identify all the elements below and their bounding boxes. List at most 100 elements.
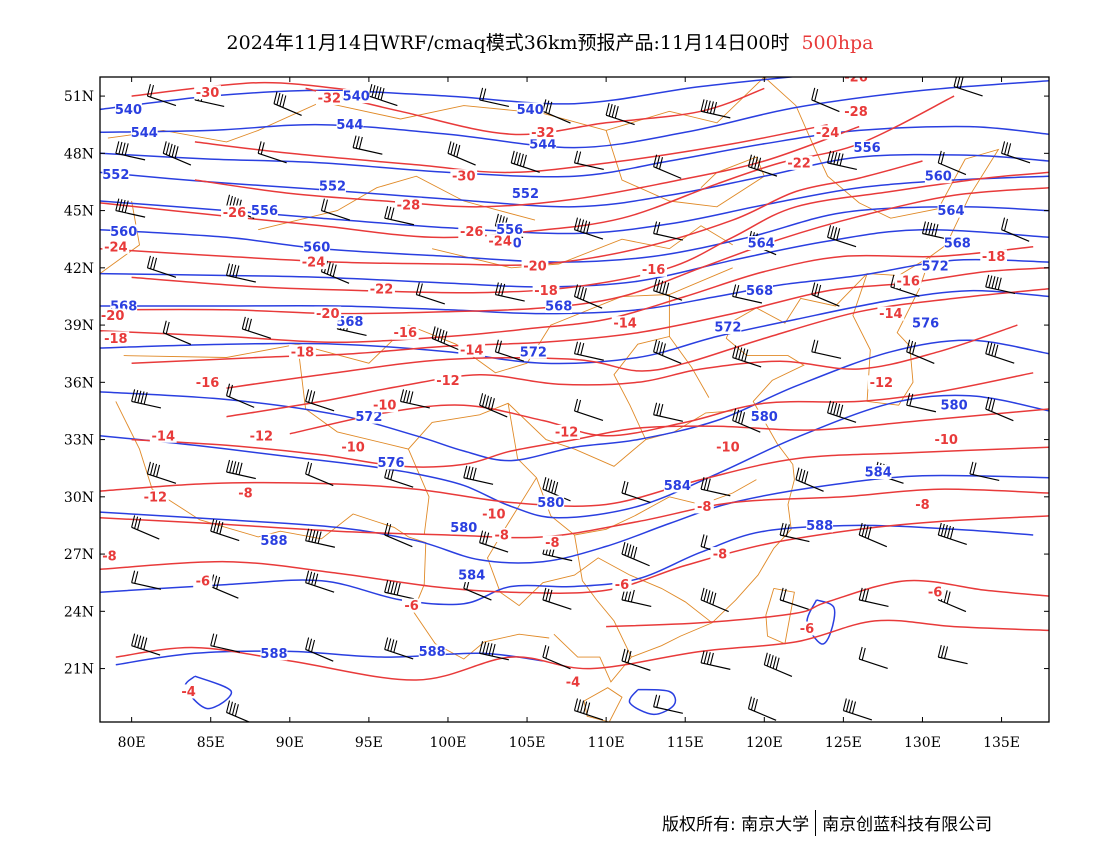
wind-barb: [511, 151, 539, 172]
contour-label: -26: [223, 206, 247, 221]
wind-barb: [701, 99, 730, 118]
lat-label: 21N: [64, 662, 94, 678]
lat-label: 42N: [64, 261, 94, 277]
contour-label: -14: [879, 307, 903, 322]
lon-label: 105E: [509, 735, 546, 751]
wind-barb: [701, 651, 730, 670]
wind-barb: [147, 462, 175, 483]
lat-label: 27N: [64, 547, 94, 563]
wind-barb: [780, 588, 808, 609]
footer-divider: [815, 810, 816, 836]
contour-label: -26: [460, 225, 484, 240]
contour-label: 552: [512, 187, 539, 202]
contour-label: 544: [336, 118, 363, 133]
contour-label: 580: [941, 399, 968, 414]
contour-label: -10: [934, 433, 958, 448]
wind-barb: [132, 571, 161, 590]
wind-barb: [575, 399, 603, 420]
contour-label: -20: [316, 307, 340, 322]
geopotential-line: [100, 126, 1049, 176]
boundary-line: [508, 403, 756, 535]
copyright-text: 版权所有: 南京大学: [662, 815, 809, 835]
wind-barb: [227, 700, 255, 724]
wind-barb: [163, 141, 191, 165]
wind-barb: [543, 645, 571, 669]
contour-label: -6: [800, 622, 814, 637]
lon-label: 95E: [355, 735, 383, 751]
wind-barb: [780, 523, 809, 542]
contour-label: -10: [482, 507, 506, 522]
contour-label: -6: [928, 586, 942, 601]
contour-label: -20: [523, 259, 547, 274]
contour-label: -6: [615, 578, 629, 593]
contour-label: -24: [488, 235, 512, 250]
boundary-line: [488, 478, 713, 623]
wind-barb: [701, 477, 730, 496]
contour-label: 580: [751, 410, 778, 425]
lat-label: 39N: [64, 318, 94, 334]
contour-label: -18: [104, 332, 128, 347]
contour-label: -18: [982, 250, 1006, 265]
contour-label: -14: [460, 343, 484, 358]
contour-label: 584: [664, 479, 691, 494]
wind-barb: [448, 141, 476, 165]
lat-label: 45N: [64, 204, 94, 220]
wind-barb: [654, 695, 683, 714]
wind-barb: [321, 199, 349, 220]
wind-barb: [622, 649, 650, 670]
wind-barb: [812, 283, 840, 307]
contour-label: -16: [642, 263, 666, 278]
contour-label: -14: [152, 429, 176, 444]
contour-label: -8: [238, 487, 252, 502]
contour-label: -12: [250, 429, 274, 444]
lon-label: 120E: [746, 735, 783, 751]
contour-label: -14: [613, 317, 637, 332]
wind-barb: [938, 645, 967, 664]
wind-barb: [843, 699, 871, 720]
contour-label: -24: [302, 256, 326, 271]
lat-label: 36N: [64, 375, 94, 391]
contour-label: 556: [854, 141, 881, 156]
contour-label: 580: [450, 521, 477, 536]
wind-barb: [970, 462, 999, 481]
contour-label: 540: [343, 90, 370, 105]
contour-label: 588: [419, 645, 446, 660]
wind-barb: [543, 588, 571, 609]
temperature-line: [116, 620, 1049, 680]
lon-label: 125E: [825, 735, 862, 751]
contour-label: -10: [341, 441, 365, 456]
contour-label: -24: [816, 126, 840, 141]
contour-label: 576: [912, 317, 939, 332]
wind-barb: [385, 637, 413, 658]
wind-barb: [654, 279, 682, 300]
boundaries-layer: [68, 77, 998, 722]
contour-label: 560: [925, 170, 952, 185]
wind-barb: [163, 321, 191, 345]
lon-label: 115E: [667, 735, 704, 751]
wind-barb: [812, 88, 840, 112]
wind-barb: [211, 575, 239, 599]
boundary-line: [584, 688, 622, 722]
contour-label: -8: [102, 549, 116, 564]
wind-barb: [701, 588, 729, 612]
contour-label: -10: [373, 399, 397, 414]
contour-labels: 5405405405445445445525525525565565565605…: [99, 70, 1007, 700]
contour-label: 540: [517, 103, 544, 118]
contour-label: 588: [260, 647, 287, 662]
contour-label: -10: [716, 441, 740, 456]
lat-label: 24N: [64, 604, 94, 620]
wind-barb: [401, 389, 430, 408]
wind-barb: [369, 84, 397, 105]
wind-barbs-layer: [116, 75, 1030, 725]
contour-label: -30: [452, 170, 476, 185]
wind-barb: [480, 88, 509, 107]
contour-label: -16: [196, 376, 220, 391]
contour-label: 572: [922, 259, 949, 274]
lat-label: 33N: [64, 433, 94, 449]
wind-barb: [812, 340, 841, 359]
contour-label: -20: [101, 309, 125, 324]
contour-label: 572: [520, 345, 547, 360]
contour-label: -6: [404, 599, 418, 614]
contour-label: 564: [748, 237, 775, 252]
lon-label: 85E: [197, 735, 225, 751]
